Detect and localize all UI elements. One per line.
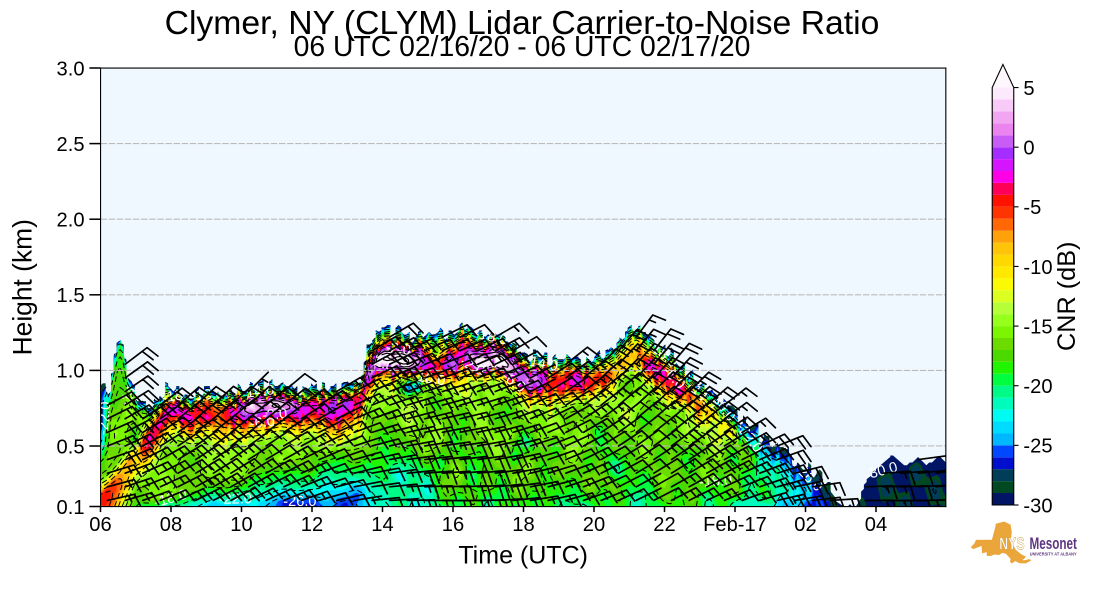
svg-text:-18.0: -18.0	[473, 326, 509, 349]
svg-text:08: 08	[160, 514, 182, 536]
svg-text:2.0: 2.0	[57, 210, 85, 232]
svg-text:04: 04	[865, 514, 887, 536]
svg-text:0.1: 0.1	[57, 497, 85, 519]
svg-text:Time (UTC): Time (UTC)	[458, 542, 588, 570]
svg-text:18: 18	[512, 514, 534, 536]
svg-text:-30: -30	[1023, 495, 1052, 517]
svg-text:0: 0	[1023, 137, 1034, 159]
svg-text:-5: -5	[1023, 197, 1041, 219]
svg-text:1.0: 1.0	[57, 361, 85, 383]
svg-text:06: 06	[89, 514, 111, 536]
svg-text:2.0: 2.0	[478, 355, 498, 371]
svg-text:2.5: 2.5	[57, 134, 85, 156]
svg-text:20: 20	[583, 514, 605, 536]
svg-text:Mesonet: Mesonet	[1029, 535, 1077, 553]
svg-text:16: 16	[442, 514, 464, 536]
svg-text:CNR (dB): CNR (dB)	[1053, 242, 1081, 352]
svg-text:5: 5	[1023, 78, 1034, 100]
svg-text:Clymer, NY (CLYM) Lidar Carrie: Clymer, NY (CLYM) Lidar Carrier-to-Noise…	[165, 4, 880, 42]
svg-text:UNIVERSITY AT ALBANY: UNIVERSITY AT ALBANY	[1030, 552, 1078, 558]
svg-text:Height (km): Height (km)	[8, 219, 38, 355]
svg-text:-15: -15	[1023, 316, 1052, 338]
svg-text:NYS: NYS	[999, 534, 1024, 554]
svg-text:-25: -25	[1023, 436, 1052, 458]
svg-text:06 UTC 02/16/20 - 06 UTC 02/17: 06 UTC 02/16/20 - 06 UTC 02/17/20	[294, 31, 751, 63]
svg-text:2.0: 2.0	[372, 353, 397, 375]
svg-text:14: 14	[371, 514, 393, 536]
svg-text:1.5: 1.5	[57, 285, 85, 307]
svg-text:-10: -10	[1023, 257, 1052, 279]
svg-text:10: 10	[230, 514, 252, 536]
svg-text:Feb-17: Feb-17	[703, 514, 767, 536]
svg-text:02: 02	[794, 514, 816, 536]
svg-text:0.5: 0.5	[57, 436, 85, 458]
svg-text:-20: -20	[1023, 376, 1052, 398]
svg-text:3.0: 3.0	[57, 58, 85, 80]
svg-text:12: 12	[301, 514, 323, 536]
svg-text:-2.0: -2.0	[261, 406, 287, 424]
svg-text:-18.0: -18.0	[161, 386, 196, 407]
svg-text:-14.0: -14.0	[524, 353, 560, 375]
svg-text:22: 22	[653, 514, 675, 536]
